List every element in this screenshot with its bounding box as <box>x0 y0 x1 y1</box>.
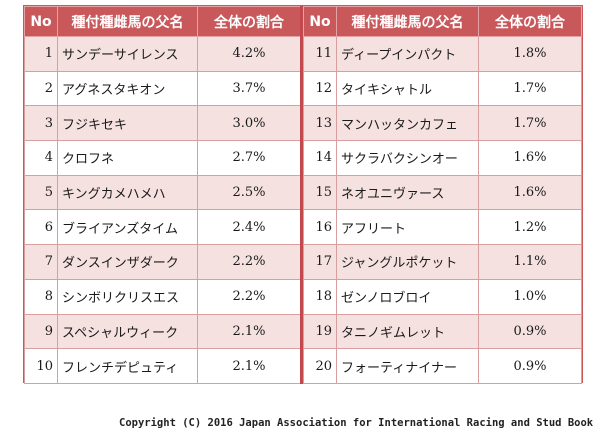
sire-name: フレンチデピュティ <box>57 348 198 384</box>
share-percent: 2.2% <box>197 278 302 315</box>
share-percent: 4.2% <box>197 36 302 72</box>
table-row: 17 ジャングルポケット 1.1% <box>303 244 582 280</box>
share-percent: 1.8% <box>478 36 582 72</box>
header-no: No <box>303 6 337 37</box>
share-percent: 2.2% <box>197 244 302 280</box>
header-pct: 全体の割合 <box>197 6 302 37</box>
share-percent: 2.4% <box>197 209 302 246</box>
table-row: 3 フジキセキ 3.0% <box>24 105 302 142</box>
sire-name: タイキシャトル <box>336 70 479 107</box>
share-percent: 1.7% <box>478 105 582 142</box>
sire-name: ディープインパクト <box>336 36 479 72</box>
sire-name: アフリート <box>336 209 479 246</box>
rank-number: 20 <box>303 348 337 384</box>
table-row: 1 サンデーサイレンス 4.2% <box>24 36 302 72</box>
share-percent: 2.1% <box>197 348 302 384</box>
share-percent: 0.9% <box>478 348 582 384</box>
rank-number: 17 <box>303 244 337 280</box>
share-percent: 0.9% <box>478 313 582 350</box>
sire-name: サンデーサイレンス <box>57 36 198 72</box>
share-percent: 3.0% <box>197 105 302 142</box>
share-percent: 1.7% <box>478 70 582 107</box>
rank-number: 1 <box>24 36 58 72</box>
ranking-table-left: No 種付種雌馬の父名 全体の割合 1 サンデーサイレンス 4.2% 2 アグネスタキオ… <box>24 6 303 384</box>
table-row: 8 シンボリクリスエス 2.2% <box>24 278 302 315</box>
table-row: 16 アフリート 1.2% <box>303 209 582 246</box>
header-pct: 全体の割合 <box>478 6 582 37</box>
table-row: 19 タニノギムレット 0.9% <box>303 313 582 350</box>
table-row: 15 ネオユニヴァース 1.6% <box>303 174 582 211</box>
ranking-table: No 種付種雌馬の父名 全体の割合 1 サンデーサイレンス 4.2% 2 アグネスタキオ… <box>23 5 583 384</box>
share-percent: 2.7% <box>197 140 302 176</box>
share-percent: 1.0% <box>478 278 582 315</box>
sire-name: ダンスインザダーク <box>57 244 198 280</box>
sire-name: サクラバクシンオー <box>336 140 479 176</box>
sire-name: マンハッタンカフェ <box>336 105 479 142</box>
rank-number: 12 <box>303 70 337 107</box>
rank-number: 18 <box>303 278 337 315</box>
table-row: 4 クロフネ 2.7% <box>24 140 302 176</box>
header-name: 種付種雌馬の父名 <box>336 6 479 37</box>
sire-name: シンボリクリスエス <box>57 278 198 315</box>
sire-name: ゼンノロブロイ <box>336 278 479 315</box>
sire-name: ブライアンズタイム <box>57 209 198 246</box>
rank-number: 7 <box>24 244 58 280</box>
rank-number: 4 <box>24 140 58 176</box>
copyright-text: Copyright (C) 2016 Japan Association for… <box>119 417 594 429</box>
table-row: 18 ゼンノロブロイ 1.0% <box>303 278 582 315</box>
header-name: 種付種雌馬の父名 <box>57 6 198 37</box>
sire-name: ネオユニヴァース <box>336 174 479 211</box>
sire-name: フジキセキ <box>57 105 198 142</box>
share-percent: 3.7% <box>197 70 302 107</box>
rank-number: 13 <box>303 105 337 142</box>
sire-name: クロフネ <box>57 140 198 176</box>
table-row: 14 サクラバクシンオー 1.6% <box>303 140 582 176</box>
sire-name: タニノギムレット <box>336 313 479 350</box>
table-row: 10 フレンチデピュティ 2.1% <box>24 348 302 384</box>
table-row: 7 ダンスインザダーク 2.2% <box>24 244 302 280</box>
sire-name: ジャングルポケット <box>336 244 479 280</box>
sire-name: アグネスタキオン <box>57 70 198 107</box>
table-row: 12 タイキシャトル 1.7% <box>303 70 582 107</box>
table-row: 9 スペシャルウィーク 2.1% <box>24 313 302 350</box>
table-row: 5 キングカメハメハ 2.5% <box>24 174 302 211</box>
table-row: 11 ディープインパクト 1.8% <box>303 36 582 72</box>
rank-number: 2 <box>24 70 58 107</box>
header-row: No 種付種雌馬の父名 全体の割合 <box>24 6 302 37</box>
header-row: No 種付種雌馬の父名 全体の割合 <box>303 6 582 37</box>
footer: JAIRS Copyright (C) 2016 Japan Associati… <box>113 408 593 438</box>
share-percent: 1.2% <box>478 209 582 246</box>
rank-number: 16 <box>303 209 337 246</box>
sire-name: スペシャルウィーク <box>57 313 198 350</box>
rank-number: 11 <box>303 36 337 72</box>
share-percent: 1.1% <box>478 244 582 280</box>
table-row: 13 マンハッタンカフェ 1.7% <box>303 105 582 142</box>
rank-number: 9 <box>24 313 58 350</box>
share-percent: 1.6% <box>478 140 582 176</box>
sire-name: フォーティナイナー <box>336 348 479 384</box>
rank-number: 15 <box>303 174 337 211</box>
header-no: No <box>24 6 58 37</box>
table-row: 20 フォーティナイナー 0.9% <box>303 348 582 384</box>
table-row: 6 ブライアンズタイム 2.4% <box>24 209 302 246</box>
sire-name: キングカメハメハ <box>57 174 198 211</box>
ranking-table-right: No 種付種雌馬の父名 全体の割合 11 ディープインパクト 1.8% 12 タイキシャ… <box>303 6 582 384</box>
rank-number: 14 <box>303 140 337 176</box>
table-row: 2 アグネスタキオン 3.7% <box>24 70 302 107</box>
rank-number: 6 <box>24 209 58 246</box>
rank-number: 19 <box>303 313 337 350</box>
rank-number: 10 <box>24 348 58 384</box>
rank-number: 8 <box>24 278 58 315</box>
share-percent: 2.1% <box>197 313 302 350</box>
share-percent: 2.5% <box>197 174 302 211</box>
rank-number: 5 <box>24 174 58 211</box>
share-percent: 1.6% <box>478 174 582 211</box>
rank-number: 3 <box>24 105 58 142</box>
